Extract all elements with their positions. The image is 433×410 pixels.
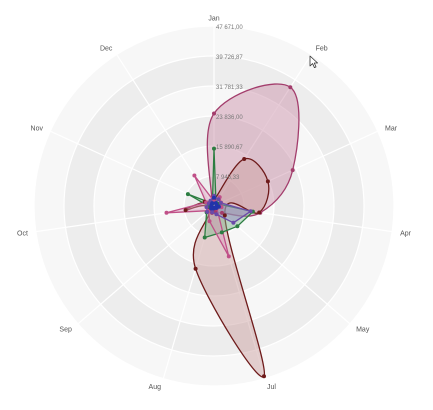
month-label-may: May <box>356 327 370 334</box>
radial-tick-labels: 47 671,00 39 726,87 31 781,33 23 836,00 15 8… <box>216 25 243 181</box>
spoke-feb <box>213 54 312 207</box>
data-point-series-1-jan <box>212 111 216 116</box>
month-label-aug: Aug <box>149 384 162 391</box>
data-point-series-5-feb <box>216 197 221 202</box>
data-point-series-5-sep <box>205 209 210 214</box>
month-label-mar: Mar <box>385 125 398 132</box>
data-point-series-5-jul <box>214 212 219 217</box>
data-point-series-4-dec <box>192 173 197 178</box>
data-point-series-1-feb <box>288 85 293 90</box>
month-label-jan: Jan <box>208 16 219 23</box>
spoke-jul <box>213 205 266 379</box>
data-point-series-2-apr <box>257 210 262 215</box>
data-point-series-5-mar <box>218 200 223 205</box>
radial-tick-label: 7 945,33 <box>216 175 240 181</box>
data-point-series-4-jul <box>226 254 231 259</box>
month-labels: Jan Feb Mar Apr May Jul Aug Sep Oct Nov Dec <box>17 16 412 391</box>
data-point-series-3-aug <box>202 235 207 240</box>
data-point-series-3-nov <box>185 192 190 197</box>
month-label-sep: Sep <box>59 327 72 334</box>
data-point-series-5-aug <box>210 210 215 215</box>
radial-tick-label: 31 781,33 <box>216 85 243 91</box>
data-point-series-3-jul <box>219 230 224 235</box>
data-point-series-5-may <box>231 220 236 225</box>
data-point-series-2-may <box>222 213 227 218</box>
data-point-series-1-may <box>220 210 224 215</box>
data-point-series-6-dec <box>210 201 215 206</box>
data-point-series-2-jul <box>262 374 266 379</box>
data-point-series-2-aug <box>193 266 198 271</box>
data-point-series-5-oct <box>204 205 209 210</box>
data-point-series-2-oct <box>183 208 188 213</box>
data-point-series-1-mar <box>290 168 295 173</box>
radial-tick-label: 15 890,67 <box>216 145 243 151</box>
radial-tick-label: 23 836,00 <box>216 115 243 121</box>
data-point-series-3-may <box>235 224 240 229</box>
month-label-nov: Nov <box>31 125 44 132</box>
month-label-oct: Oct <box>17 230 28 237</box>
month-label-apr: Apr <box>400 230 412 237</box>
data-point-series-2-feb <box>242 157 247 161</box>
data-point-series-4-aug <box>207 219 212 224</box>
data-point-series-6-jan <box>212 195 216 200</box>
month-label-dec: Dec <box>100 45 113 52</box>
points-layer <box>164 85 295 379</box>
radial-tick-label: 39 726,87 <box>216 55 243 61</box>
mouse-cursor-icon <box>309 55 318 68</box>
month-label-feb: Feb <box>316 45 328 52</box>
spoke-sep <box>77 205 215 325</box>
data-point-series-3-jan <box>212 146 216 151</box>
data-point-series-5-apr <box>248 209 253 214</box>
data-point-series-2-mar <box>265 179 270 184</box>
data-point-series-4-oct <box>164 210 169 215</box>
radial-tick-label: 47 671,00 <box>216 25 243 31</box>
spoke-apr <box>213 205 393 233</box>
month-label-jul: Jul <box>267 384 276 391</box>
spoke-mar <box>213 130 378 207</box>
